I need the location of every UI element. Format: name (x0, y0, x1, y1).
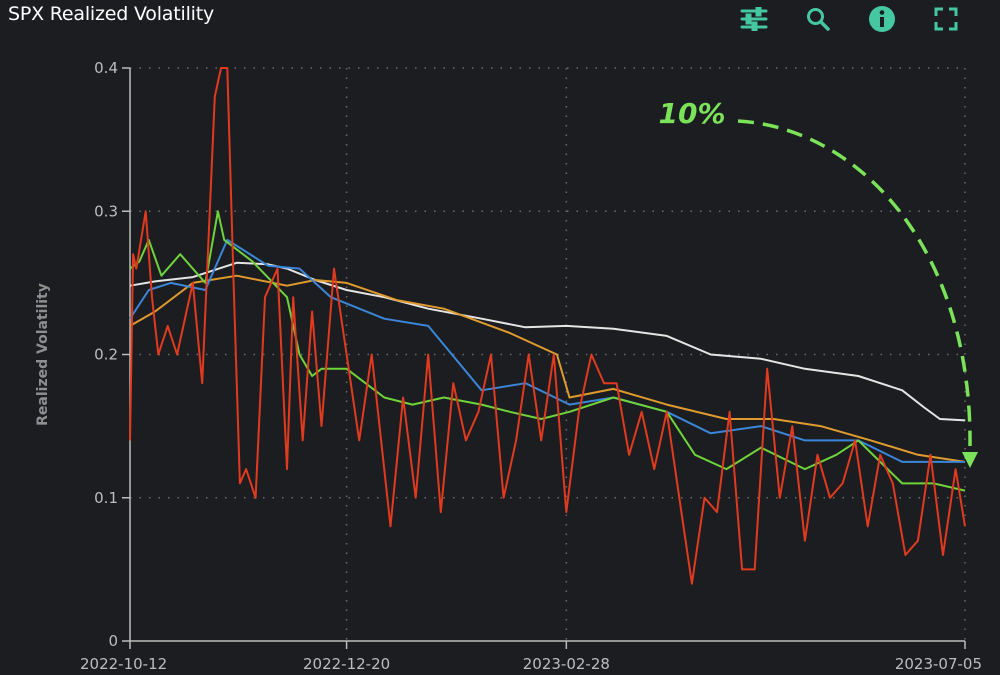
series-lines (129, 67, 966, 585)
series-line-5 (129, 67, 966, 585)
info-icon (869, 6, 895, 32)
x-tick-label: 2022-12-20 (303, 655, 390, 673)
settings-button[interactable] (722, 6, 786, 32)
series-line-2 (129, 274, 966, 463)
chart-toolbar (722, 6, 978, 32)
fullscreen-button[interactable] (914, 6, 978, 32)
y-axis-label: Realized Volatility (35, 283, 51, 426)
x-tick-label: 2023-02-28 (523, 655, 610, 673)
y-tick-label: 0 (108, 632, 118, 650)
y-tick-label: 0.3 (94, 202, 118, 220)
annotation: 10% (658, 97, 978, 468)
zoom-button[interactable] (786, 6, 850, 32)
annotation-arrow (737, 119, 972, 447)
annotation-label: 10% (658, 97, 725, 130)
annotation-arrowhead (962, 452, 978, 468)
info-button[interactable] (850, 6, 914, 32)
chart-title: SPX Realized Volatility (8, 3, 215, 25)
fullscreen-icon (934, 7, 958, 31)
series-line-1 (129, 261, 966, 422)
x-tick-label: 2022-10-12 (80, 655, 167, 673)
y-tick-label: 0.4 (94, 59, 118, 77)
sliders-icon (740, 7, 768, 31)
x-tick-label: 2023-07-05 (895, 655, 982, 673)
axes: 0 0.1 0.2 0.3 0.4 2022-10-12 2022-12-20 2023-02… (35, 59, 982, 673)
zoom-icon (807, 8, 830, 31)
y-tick-label: 0.1 (94, 489, 118, 507)
y-tick-label: 0.2 (94, 346, 118, 364)
